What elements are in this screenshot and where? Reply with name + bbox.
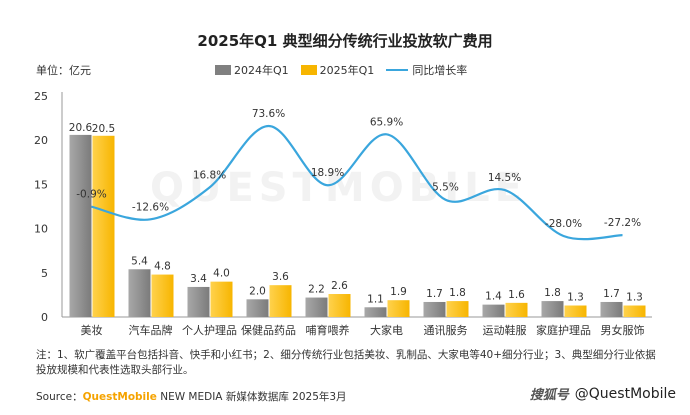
- chart-title: 2025年Q1 典型细分传统行业投放软广费用: [197, 32, 493, 50]
- growth-label-6: 5.5%: [432, 182, 459, 194]
- y-tick-label-5: 25: [34, 90, 48, 103]
- bar-2025-4: [328, 294, 351, 317]
- bar-label-2025-6: 1.8: [449, 287, 466, 299]
- legend-item-growth: 同比增长率: [386, 62, 467, 78]
- bar-label-2024-7: 1.4: [485, 291, 502, 303]
- bar-2025-9: [623, 305, 646, 317]
- bar-2024-7: [482, 304, 505, 317]
- bar-2024-1: [128, 269, 151, 317]
- bar-2025-6: [446, 301, 469, 317]
- legend-label-growth: 同比增长率: [412, 64, 468, 77]
- bar-2024-4: [305, 297, 328, 317]
- bar-label-2024-6: 1.7: [426, 288, 443, 300]
- bar-label-2024-2: 3.4: [190, 273, 207, 285]
- source-rest: NEW MEDIA 新媒体数据库 2025年3月: [156, 391, 347, 403]
- bar-label-2025-4: 2.6: [331, 280, 348, 292]
- source-line: Source：QuestMobile NEW MEDIA 新媒体数据库 2025…: [36, 389, 347, 404]
- legend-label-2025: 2025年Q1: [319, 64, 375, 77]
- growth-label-2: 16.8%: [193, 169, 226, 181]
- bar-label-2025-7: 1.6: [508, 289, 525, 301]
- bar-2024-8: [541, 301, 564, 317]
- source-prefix: Source：: [36, 391, 83, 403]
- watermark: QUESTMOBILE: [150, 165, 527, 211]
- legend-item-2025: 2025年Q1: [300, 62, 375, 78]
- y-tick-label-0: 0: [41, 311, 48, 324]
- bar-2024-6: [423, 301, 446, 317]
- bar-2025-5: [387, 300, 410, 317]
- growth-label-5: 65.9%: [370, 116, 403, 128]
- bar-label-2025-2: 4.0: [213, 268, 230, 280]
- source-brand: QuestMobile: [82, 391, 157, 403]
- footnote: 注：1、软广覆盖平台包括抖音、快手和小红书；2、细分传统行业包括美妆、乳制品、大…: [36, 349, 656, 376]
- bar-2024-2: [187, 286, 210, 317]
- bar-label-2024-3: 2.0: [249, 285, 266, 297]
- brand-watermark: 搜狐号 @QuestMobile: [529, 384, 676, 404]
- y-tick-label-4: 20: [34, 134, 48, 147]
- growth-label-3: 73.6%: [252, 108, 285, 120]
- x-tick-label-4: 哺育喂养: [306, 323, 350, 337]
- unit-label: 单位：亿元: [36, 64, 91, 77]
- x-tick-label-2: 个人护理品: [182, 323, 237, 337]
- bar-2024-3: [246, 299, 269, 317]
- legend-item-2024: 2024年Q1: [215, 62, 289, 78]
- bar-label-2024-9: 1.7: [603, 288, 620, 300]
- x-tick-label-8: 家庭护理品: [536, 323, 591, 337]
- x-tick-label-3: 保健品药品: [241, 323, 296, 337]
- growth-rate-line: [91, 124, 623, 241]
- bar-label-2024-5: 1.1: [367, 293, 384, 305]
- bar-2024-9: [600, 301, 623, 317]
- bar-label-2024-0: 20.6: [69, 122, 93, 134]
- brand-logo: 搜狐号: [529, 388, 569, 403]
- bar-2024-0: [69, 134, 92, 317]
- brand-handle: @QuestMobile: [574, 385, 676, 402]
- bar-2025-0: [92, 135, 115, 317]
- y-tick-label-2: 10: [34, 223, 48, 236]
- bar-2025-1: [151, 274, 174, 317]
- legend-swatch-2025: [300, 65, 317, 75]
- bar-label-2025-8: 1.3: [567, 292, 584, 304]
- x-tick-label-6: 通讯服务: [424, 324, 468, 337]
- x-tick-label-1: 汽车品牌: [129, 323, 173, 337]
- x-tick-label-7: 运动鞋服: [483, 323, 527, 337]
- growth-label-7: 14.5%: [488, 172, 521, 184]
- bar-label-2025-9: 1.3: [626, 292, 643, 304]
- x-tick-label-5: 大家电: [370, 323, 403, 337]
- x-tick-label-0: 美妆: [81, 324, 103, 337]
- growth-label-4: 18.9%: [311, 167, 344, 179]
- growth-label-8: -28.0%: [545, 218, 582, 230]
- x-tick-label-9: 男女服饰: [601, 323, 645, 337]
- bar-label-2024-4: 2.2: [308, 284, 325, 296]
- bar-label-2025-5: 1.9: [390, 286, 407, 298]
- growth-label-1: -12.6%: [132, 201, 169, 213]
- bar-2025-2: [210, 281, 233, 317]
- bar-label-2024-1: 5.4: [131, 255, 148, 267]
- legend-label-2024: 2024年Q1: [234, 64, 289, 77]
- bar-label-2025-0: 20.5: [92, 123, 115, 135]
- growth-label-0: -0.9%: [76, 189, 106, 201]
- legend-swatch-2024: [215, 65, 231, 75]
- y-tick-label-3: 15: [34, 178, 48, 191]
- legend: 2024年Q1 2025年Q1 同比增长率: [215, 62, 479, 78]
- legend-swatch-growth: [386, 69, 409, 71]
- bar-2025-3: [269, 285, 292, 317]
- bar-label-2025-3: 3.6: [272, 271, 289, 283]
- bar-label-2025-1: 4.8: [154, 261, 171, 273]
- bar-2025-8: [564, 305, 587, 317]
- y-tick-label-1: 5: [41, 267, 48, 280]
- bar-2024-5: [364, 307, 387, 317]
- growth-label-9: -27.2%: [604, 217, 641, 229]
- bar-label-2024-8: 1.8: [544, 287, 561, 299]
- bar-2025-7: [505, 302, 528, 317]
